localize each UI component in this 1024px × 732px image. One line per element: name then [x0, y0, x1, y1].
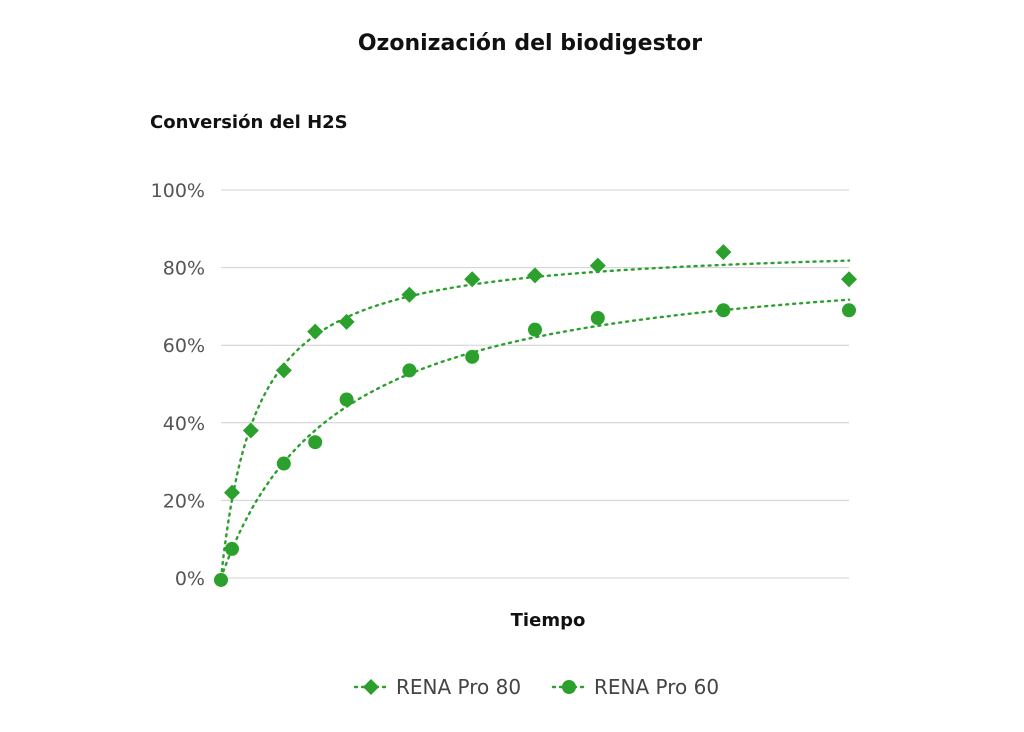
data-point-diamond [307, 323, 324, 340]
y-tick-label: 40% [163, 413, 205, 435]
data-point-circle [842, 303, 856, 318]
data-point-diamond [275, 362, 292, 379]
legend: RENA Pro 80 RENA Pro 60 [353, 675, 719, 699]
y-axis-label: Conversión del H2S [150, 112, 348, 133]
y-tick-label: 20% [163, 490, 205, 512]
legend-diamond-icon [363, 679, 379, 695]
data-point-diamond [242, 422, 259, 439]
data-point-circle [590, 311, 605, 326]
data-point-circle [402, 363, 417, 378]
trendline-1 [219, 259, 851, 580]
data-point-diamond [841, 271, 857, 288]
gridlines [221, 189, 849, 579]
y-tick-labels: 0% 20% 40% 60% 80% 100% [151, 180, 205, 590]
data-point-diamond [589, 257, 606, 274]
data-point-diamond [338, 313, 355, 330]
data-point-diamond [715, 244, 732, 261]
legend-label: RENA Pro 80 [396, 675, 521, 699]
y-tick-label: 60% [163, 335, 205, 357]
x-axis-label: Tiempo [511, 610, 586, 631]
data-point-circle [224, 541, 239, 556]
trendlines [219, 259, 851, 580]
data-point-circle [339, 392, 354, 407]
trendline-2 [219, 298, 851, 580]
data-point-circle [528, 322, 542, 337]
data-point-diamond [223, 484, 240, 501]
data-point-circle [308, 435, 323, 450]
data-point-circle [716, 303, 731, 318]
y-tick-label: 100% [151, 180, 205, 202]
data-points [214, 244, 857, 587]
data-point-circle [465, 349, 480, 364]
data-point-circle [276, 456, 291, 471]
data-point-diamond [527, 267, 543, 284]
y-tick-label: 80% [163, 258, 205, 280]
chart-title: Ozonización del biodigestor [358, 31, 702, 56]
y-tick-label: 0% [175, 568, 205, 590]
data-point-diamond [401, 286, 418, 303]
data-point-circle [214, 572, 228, 587]
legend-circle-icon [562, 680, 576, 694]
legend-label: RENA Pro 60 [594, 675, 719, 699]
data-point-diamond [464, 271, 481, 288]
